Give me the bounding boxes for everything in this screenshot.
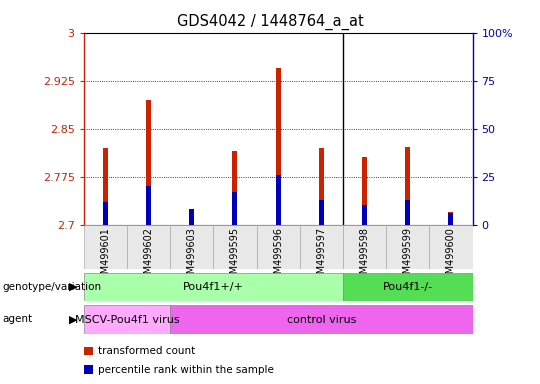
Text: MSCV-Pou4f1 virus: MSCV-Pou4f1 virus [75, 314, 179, 325]
Bar [275, 175, 281, 225]
FancyBboxPatch shape [343, 225, 386, 269]
Bar [189, 209, 194, 225]
FancyBboxPatch shape [213, 225, 256, 269]
Text: ▶: ▶ [69, 282, 77, 292]
Bar [146, 100, 151, 225]
FancyBboxPatch shape [127, 225, 170, 269]
Text: GSM499598: GSM499598 [360, 227, 369, 286]
Text: genotype/variation: genotype/variation [3, 282, 102, 292]
Bar [448, 213, 454, 225]
FancyBboxPatch shape [170, 305, 472, 334]
Text: GDS4042 / 1448764_a_at: GDS4042 / 1448764_a_at [177, 13, 363, 30]
Text: GSM499602: GSM499602 [144, 227, 153, 286]
Bar [189, 215, 194, 225]
Text: GSM499595: GSM499595 [230, 227, 240, 286]
Bar [232, 151, 238, 225]
Text: Pou4f1+/+: Pou4f1+/+ [183, 282, 244, 292]
Bar [405, 200, 410, 225]
FancyBboxPatch shape [429, 225, 472, 269]
Text: percentile rank within the sample: percentile rank within the sample [98, 365, 274, 375]
Text: agent: agent [3, 314, 33, 324]
Bar [362, 205, 367, 225]
Bar [448, 212, 454, 225]
Bar [232, 192, 238, 225]
Text: GSM499597: GSM499597 [316, 227, 326, 286]
Text: Pou4f1-/-: Pou4f1-/- [383, 282, 433, 292]
Bar [146, 186, 151, 225]
Text: GSM499599: GSM499599 [403, 227, 413, 286]
Bar [405, 147, 410, 225]
Text: transformed count: transformed count [98, 346, 195, 356]
FancyBboxPatch shape [84, 305, 170, 334]
Bar [362, 157, 367, 225]
Bar [103, 202, 108, 225]
FancyBboxPatch shape [300, 225, 343, 269]
Text: GSM499596: GSM499596 [273, 227, 283, 286]
Bar [275, 68, 281, 225]
FancyBboxPatch shape [256, 225, 300, 269]
Bar [319, 200, 324, 225]
Text: GSM499603: GSM499603 [187, 227, 197, 286]
Text: GSM499600: GSM499600 [446, 227, 456, 286]
Text: control virus: control virus [287, 314, 356, 325]
FancyBboxPatch shape [343, 273, 472, 301]
Bar [319, 148, 324, 225]
FancyBboxPatch shape [84, 225, 127, 269]
FancyBboxPatch shape [84, 273, 343, 301]
FancyBboxPatch shape [170, 225, 213, 269]
FancyBboxPatch shape [386, 225, 429, 269]
Text: GSM499601: GSM499601 [100, 227, 110, 286]
Text: ▶: ▶ [69, 314, 77, 324]
Bar [103, 148, 108, 225]
